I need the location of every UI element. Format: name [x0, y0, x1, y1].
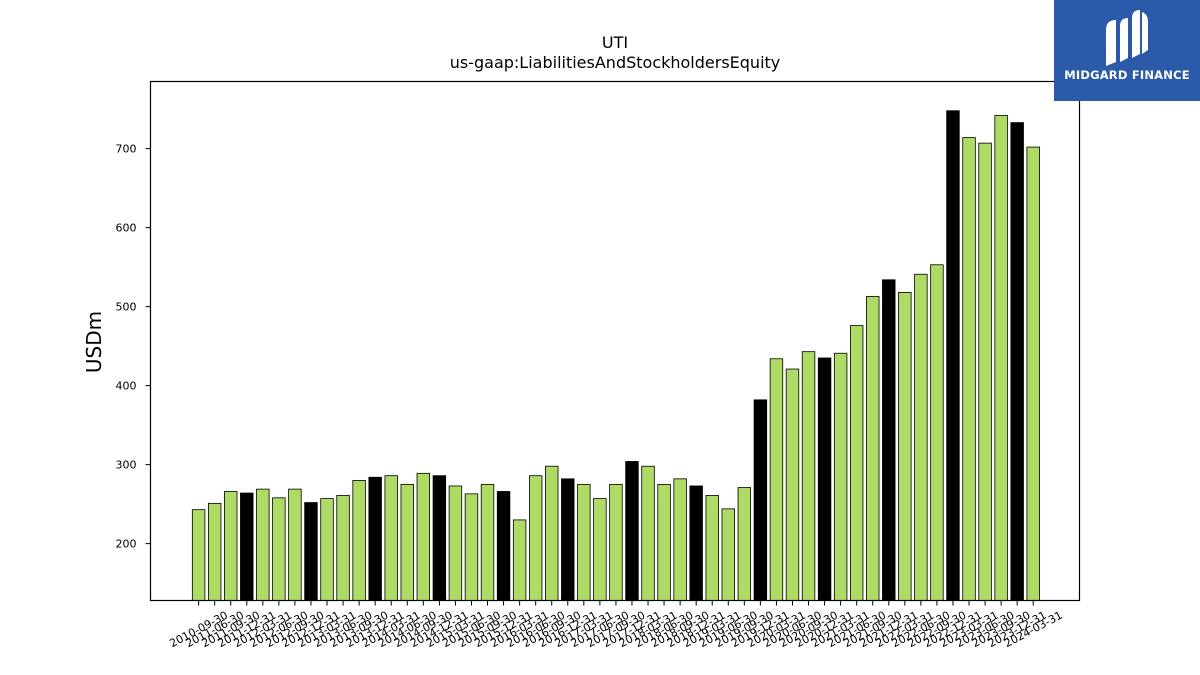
bar	[480, 483, 495, 601]
bar	[849, 325, 864, 601]
plot-frame	[149, 80, 1081, 602]
midgard-finance-logo: MIDGARD FINANCE	[1054, 0, 1200, 101]
bars-group	[191, 110, 1040, 601]
x-axis: 2010-09-302011-06-302011-09-302011-12-31…	[167, 600, 1065, 650]
bar	[625, 461, 639, 601]
bar	[528, 475, 543, 601]
bar	[817, 357, 832, 601]
bar	[641, 465, 655, 601]
bar	[930, 264, 944, 601]
y-axis: 200 300 400 500 600 700	[116, 143, 151, 551]
bar	[256, 488, 270, 601]
bar	[593, 498, 607, 601]
bar	[609, 483, 623, 601]
bar	[657, 483, 671, 601]
bar	[191, 509, 206, 601]
bar	[545, 465, 559, 601]
bar	[689, 485, 703, 601]
bar	[898, 292, 912, 601]
bar	[673, 478, 687, 601]
bar	[496, 491, 511, 601]
bar	[207, 502, 222, 601]
y-tick-label: 300	[116, 459, 137, 472]
bar	[224, 491, 238, 601]
bar	[320, 498, 334, 601]
bar	[1010, 122, 1024, 601]
bar	[464, 493, 479, 601]
bar	[384, 475, 398, 601]
bar	[240, 492, 254, 601]
bar	[304, 502, 318, 601]
bar	[785, 368, 800, 601]
bar	[288, 488, 302, 601]
bar	[978, 142, 992, 601]
bar	[512, 519, 527, 601]
y-tick-label: 500	[116, 301, 137, 314]
y-tick-label: 700	[116, 143, 137, 156]
bar	[336, 495, 350, 601]
bar	[946, 110, 960, 601]
bar	[801, 351, 816, 601]
bar	[1026, 146, 1040, 601]
bar	[368, 476, 382, 601]
bar	[833, 352, 848, 601]
y-tick-label: 400	[116, 380, 137, 393]
bar	[994, 115, 1008, 601]
bar	[753, 399, 768, 601]
midgard-logo-icon	[1106, 10, 1148, 66]
bar	[705, 495, 719, 601]
bar	[352, 480, 366, 601]
y-axis-label: USDm	[82, 311, 106, 373]
bar	[416, 472, 431, 601]
bar	[561, 478, 575, 601]
y-tick-label: 600	[116, 222, 137, 235]
y-tick-label: 200	[116, 538, 137, 551]
logo-text: MIDGARD FINANCE	[1064, 68, 1190, 82]
bar	[737, 487, 752, 601]
bar	[866, 295, 880, 601]
chart-title: UTI	[602, 33, 628, 52]
bar	[432, 475, 447, 601]
bar	[272, 497, 286, 601]
bar	[914, 273, 928, 601]
bar	[721, 508, 735, 601]
bar	[577, 483, 591, 601]
bar	[769, 358, 784, 601]
chart-subtitle: us-gaap:LiabilitiesAndStockholdersEquity	[450, 53, 781, 72]
bar	[400, 483, 414, 601]
bar	[962, 137, 976, 601]
bar	[448, 485, 463, 601]
bar	[882, 279, 896, 601]
